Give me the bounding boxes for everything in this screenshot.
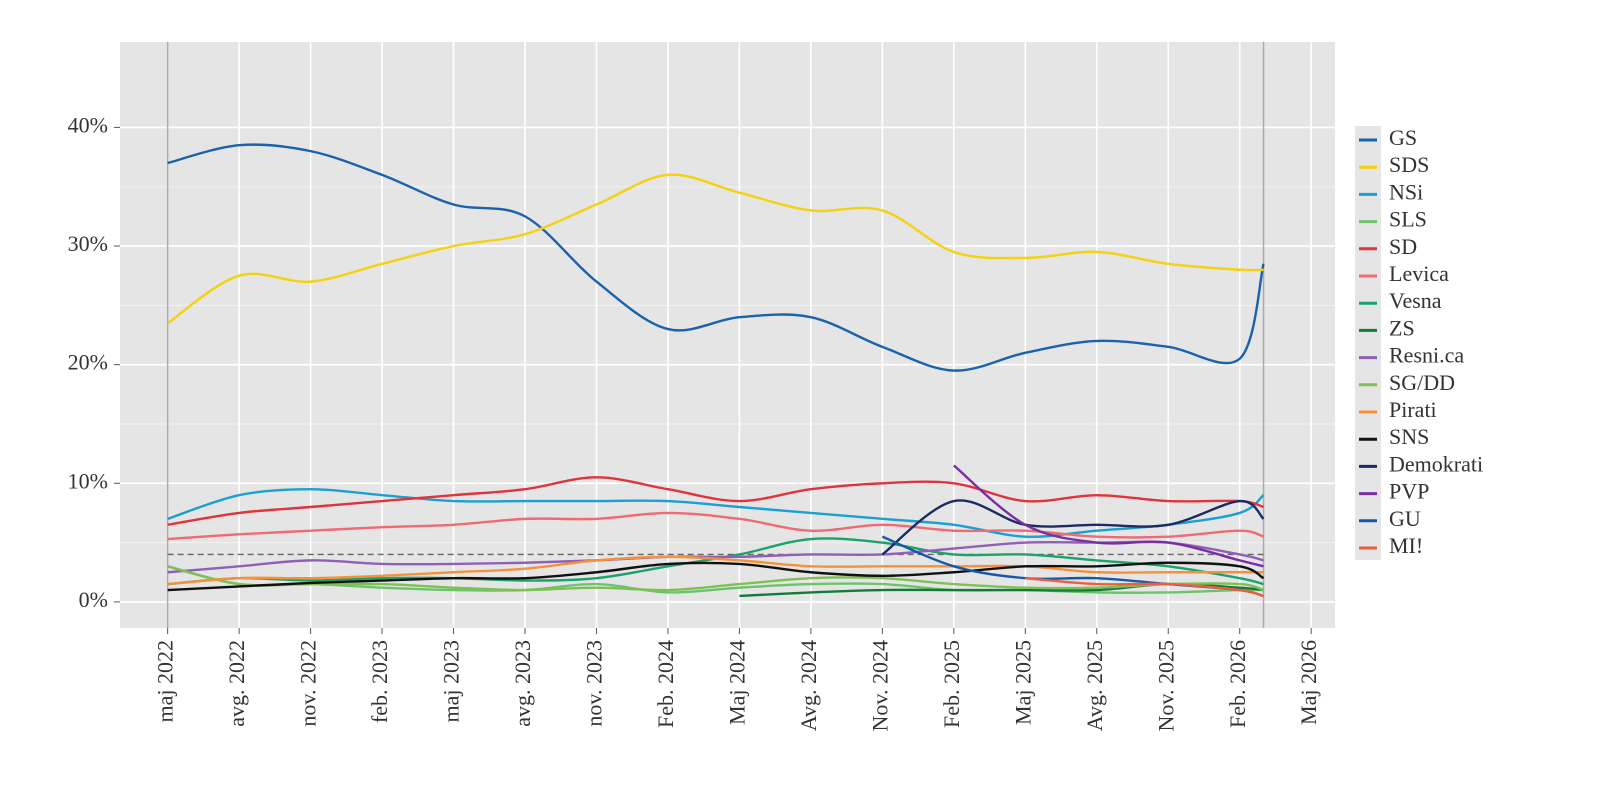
series-line — [167, 561, 1265, 592]
x-tick-label: nov. 2022 — [296, 640, 321, 727]
x-tick-label: Maj 2026 — [1296, 640, 1321, 725]
series-line — [167, 511, 1264, 541]
series-line — [739, 582, 1264, 598]
legend-label: SDS — [1389, 152, 1429, 177]
legend-key-background — [1355, 126, 1381, 560]
series-line — [166, 173, 1264, 325]
y-tick-label: 30% — [68, 231, 108, 256]
y-tick-label: 40% — [68, 112, 108, 137]
series-line — [881, 499, 1265, 556]
legend-label: GS — [1389, 125, 1417, 150]
legend-label: PVP — [1389, 479, 1429, 504]
y-tick-label: 0% — [79, 587, 108, 612]
series-line — [167, 565, 1264, 594]
legend-label: SNS — [1389, 424, 1429, 449]
x-tick-label: Feb. 2024 — [653, 640, 678, 728]
series-line — [953, 464, 1264, 568]
legend-label: NSi — [1389, 179, 1423, 204]
x-tick-label: Avg. 2025 — [1082, 640, 1107, 731]
lines — [166, 143, 1265, 598]
y-tick-label: 10% — [68, 468, 108, 493]
legend-label: Pirati — [1389, 397, 1437, 422]
x-tick-label: nov. 2023 — [582, 640, 607, 727]
x-tick-label: Feb. 2025 — [939, 640, 964, 728]
x-tick-label: Feb. 2026 — [1225, 640, 1250, 728]
x-tick-label: Maj 2024 — [724, 640, 749, 725]
x-tick-label: Nov. 2025 — [1153, 640, 1178, 731]
legend-label: SLS — [1389, 207, 1427, 232]
series-line — [167, 476, 1264, 526]
legend-label: MI! — [1389, 533, 1423, 558]
series-line — [167, 537, 1264, 586]
legend-label: Resni.ca — [1389, 343, 1464, 368]
series-line — [167, 555, 1264, 586]
x-tick-label: Nov. 2024 — [867, 640, 892, 731]
series-line — [167, 488, 1265, 538]
legend-label: SD — [1389, 234, 1417, 259]
legend-label: Vesna — [1389, 288, 1442, 313]
legend-label: ZS — [1389, 315, 1415, 340]
x-tick-label: maj 2023 — [439, 640, 464, 723]
series-line — [167, 565, 1264, 592]
x-tick-label: Maj 2025 — [1010, 640, 1035, 725]
series-line — [167, 143, 1265, 372]
x-tick-label: feb. 2023 — [367, 640, 392, 723]
series-line — [1025, 576, 1264, 598]
grid — [120, 42, 1335, 628]
y-tick-label: 20% — [68, 350, 108, 375]
axes: 0% 10% 20% 30% 40% maj 2022 avg. 2022 nov. 2022… — [68, 112, 1322, 731]
x-tick-label: avg. 2022 — [224, 640, 249, 727]
legend-label: GU — [1389, 506, 1421, 531]
legend-label: Levica — [1389, 261, 1449, 286]
legend: GSSDSNSiSLSSDLevicaVesnaZSResni.caSG/DDP… — [1359, 125, 1483, 558]
plot-background — [120, 42, 1335, 628]
x-tick-label: Avg. 2024 — [796, 640, 821, 731]
legend-label: Demokrati — [1389, 451, 1483, 476]
x-tick-label: avg. 2023 — [510, 640, 535, 727]
x-tick-label: maj 2022 — [153, 640, 178, 723]
legend-label: SG/DD — [1389, 370, 1455, 395]
